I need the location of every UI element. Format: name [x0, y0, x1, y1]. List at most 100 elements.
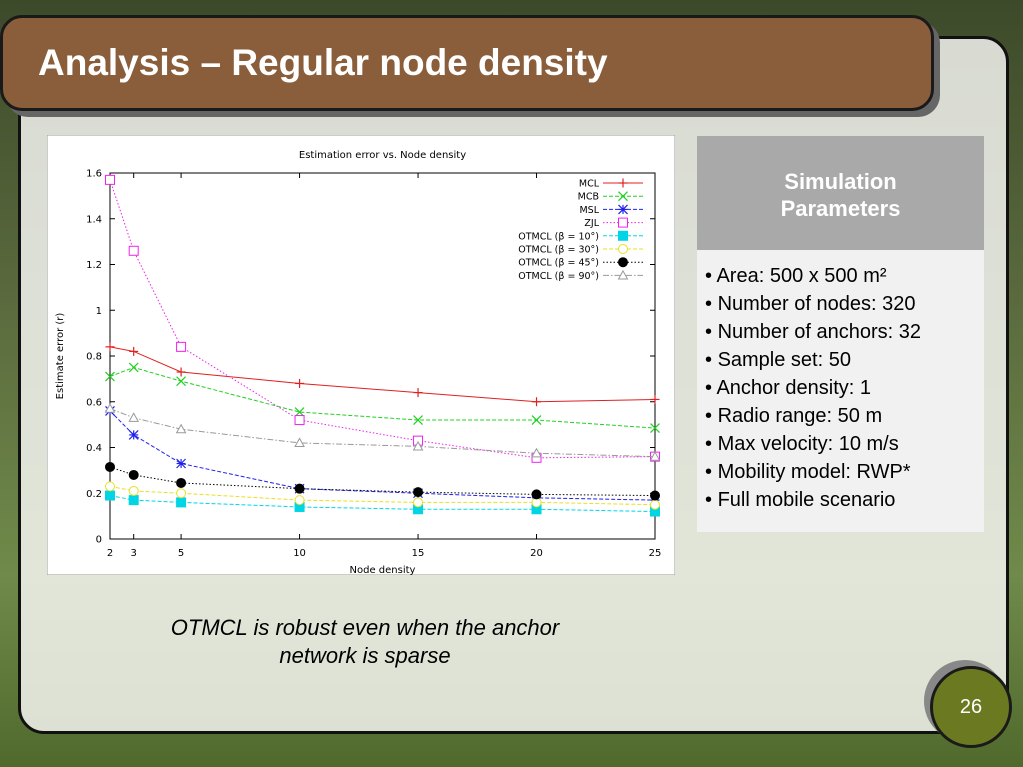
marker	[128, 412, 140, 422]
marker	[618, 230, 628, 241]
marker	[176, 458, 187, 469]
marker	[176, 488, 187, 499]
marker	[413, 497, 424, 508]
legend-label: OTMCL (β = 90°)	[518, 271, 599, 282]
marker	[531, 415, 542, 425]
marker	[531, 489, 542, 500]
marker-shape	[294, 437, 305, 448]
marker-shape	[413, 497, 424, 508]
x-axis-label: Node density	[350, 565, 416, 575]
marker	[294, 495, 305, 506]
slide-title: Analysis – Regular node density	[38, 42, 608, 83]
y-tick-label: 1.6	[86, 169, 102, 180]
marker-shape	[128, 469, 139, 480]
marker	[105, 490, 115, 501]
marker	[413, 388, 423, 398]
parameter: Sample set: 50	[705, 346, 984, 374]
marker-shape	[650, 499, 660, 510]
marker-shape	[176, 477, 187, 488]
parameter: Anchor density: 1	[705, 374, 984, 402]
marker	[294, 483, 305, 494]
marker	[412, 440, 424, 451]
chart-title: Estimation error vs. Node density	[299, 150, 466, 161]
legend-label: OTMCL (β = 45°)	[518, 258, 599, 269]
caption: OTMCL is robust even when the anchor net…	[170, 615, 560, 668]
marker-shape	[104, 403, 116, 413]
marker-shape	[176, 488, 187, 499]
parameter: Full mobile scenario	[705, 486, 984, 514]
marker-shape	[618, 244, 628, 254]
marker	[618, 217, 628, 228]
marker	[618, 244, 628, 254]
marker	[294, 415, 305, 426]
x-tick-label: 5	[178, 548, 184, 559]
legend-label: MCL	[579, 179, 600, 190]
marker	[413, 487, 424, 498]
y-tick-label: 1.4	[86, 214, 102, 225]
marker-stroke	[105, 371, 115, 382]
panel-title: Simulation Parameters	[697, 136, 984, 250]
marker	[176, 376, 187, 387]
x-tick-label: 10	[293, 548, 306, 559]
marker	[105, 481, 115, 492]
marker-shape	[617, 269, 629, 280]
marker-shape	[531, 489, 542, 500]
marker-stroke	[128, 362, 139, 373]
marker-shape	[412, 440, 424, 451]
marker-stroke	[128, 429, 139, 440]
marker	[650, 490, 660, 501]
marker	[176, 341, 187, 352]
marker-stroke	[176, 376, 187, 387]
marker	[176, 497, 187, 508]
marker	[532, 397, 542, 407]
marker	[650, 423, 660, 433]
legend-label: OTMCL (β = 10°)	[518, 231, 599, 242]
y-tick-label: 0.6	[86, 397, 102, 408]
x-tick-label: 15	[412, 548, 425, 559]
marker	[175, 423, 187, 434]
marker-stroke	[294, 407, 305, 417]
y-tick-label: 0	[96, 535, 102, 546]
marker-shape	[175, 423, 187, 434]
marker-shape	[618, 230, 628, 241]
marker-stroke	[531, 415, 542, 425]
marker-shape	[105, 490, 115, 501]
marker	[128, 362, 139, 373]
x-tick-label: 20	[530, 548, 543, 559]
marker	[128, 485, 139, 496]
marker-shape	[176, 497, 187, 508]
chart-background	[47, 135, 675, 575]
legend-label: MSL	[579, 205, 599, 216]
parameter: Number of nodes: 320	[705, 290, 984, 318]
marker-stroke	[413, 415, 423, 425]
marker-shape	[128, 495, 139, 506]
legend-label: MCB	[578, 192, 599, 203]
parameter: Number of anchors: 32	[705, 318, 984, 346]
marker	[295, 378, 305, 388]
marker-stroke	[618, 191, 628, 202]
marker	[128, 469, 139, 480]
parameter: Area: 500 x 500 m²	[705, 262, 984, 290]
parameters-panel: Simulation Parameters Area: 500 x 500 m²…	[697, 136, 984, 532]
marker	[650, 394, 660, 404]
chart: Estimation error vs. Node density Node de…	[47, 135, 675, 575]
marker-shape	[649, 451, 661, 461]
marker-shape	[105, 461, 115, 472]
marker	[176, 367, 186, 377]
marker	[105, 174, 115, 185]
marker	[105, 342, 115, 352]
marker-shape	[105, 481, 115, 492]
marker	[618, 178, 628, 188]
marker-shape	[618, 217, 628, 228]
legend-label: OTMCL (β = 30°)	[518, 245, 599, 256]
marker-stroke	[618, 204, 628, 215]
page-number: 26	[930, 666, 1012, 748]
marker	[128, 495, 139, 506]
marker	[413, 415, 423, 425]
marker	[531, 447, 542, 458]
title-bar	[0, 15, 934, 111]
y-tick-label: 1	[96, 306, 102, 317]
marker	[128, 429, 139, 440]
marker	[128, 245, 139, 256]
marker-shape	[128, 412, 140, 422]
